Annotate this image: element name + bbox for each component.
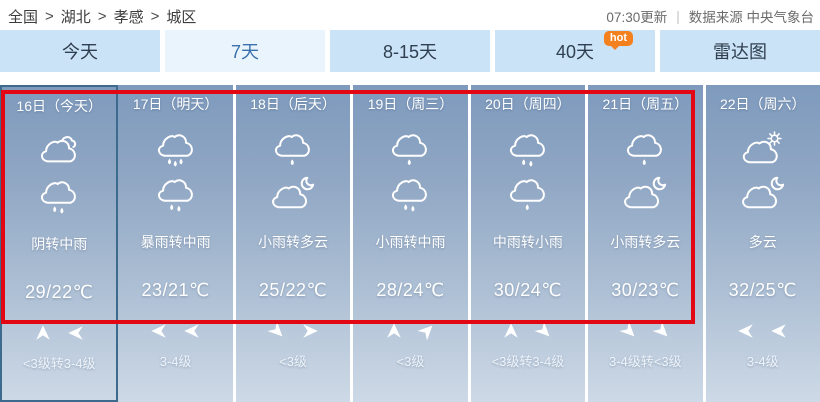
tab-7days[interactable]: 7天 [165,30,325,72]
wind-level: <3级转3-4级 [22,356,96,371]
wind-arrow-icon [532,318,557,343]
tab-radar[interactable]: 雷达图 [660,30,820,72]
weather-night-icon [387,175,433,215]
wind-arrow-icon [67,324,85,342]
wind-arrow-icon [264,318,289,343]
breadcrumb-item-province[interactable]: 湖北 [60,8,91,26]
day-label: 21日（周五） [602,96,689,112]
day-label: 22日（周六） [719,96,806,112]
weather-condition: 阴转中雨 [31,236,88,252]
temperature-range: 23/21℃ [141,280,210,300]
forecast-tabs: 今天 7天 8-15天 40天 hot 雷达图 [0,30,820,72]
weather-condition: 小雨转多云 [258,234,329,250]
weather-night-icon [740,175,786,215]
breadcrumb-item-city[interactable]: 孝感 [113,8,144,26]
wind-arrow-icon [385,322,403,340]
weather-day-icon [740,130,786,170]
wind-arrow-icon [616,318,641,343]
weather-day-icon [270,130,316,170]
wind-level: <3级 [279,354,307,369]
forecast-day-column[interactable]: 21日（周五） 小雨转多云 30/23℃ 3-4级转<3级 [588,85,706,402]
weather-condition: 多云 [748,234,777,250]
wind-arrow-icon [301,322,319,340]
day-label: 20日（周四） [485,96,571,112]
weather-night-icon [270,175,316,215]
breadcrumb-separator: > [150,7,160,25]
forecast-day-column[interactable]: 17日（明天） 暴雨转中雨 23/21℃ 3-4级 [118,85,236,402]
wind-direction-arrows [502,321,553,342]
weather-day-icon [505,130,551,170]
wind-direction-arrows [619,321,671,342]
wind-direction-arrows [385,322,436,342]
weather-condition: 小雨转多云 [610,234,681,250]
wind-direction-arrows [150,322,201,342]
wind-arrow-icon [414,318,439,343]
tab-40days-label: 40天 [555,42,595,62]
temperature-range: 28/24℃ [376,280,445,300]
wind-arrow-icon [502,322,520,340]
forecast-day-column[interactable]: 20日（周四） 中雨转小雨 30/24℃ <3级转3-4级 [471,85,589,402]
wind-level: 3-4级转<3级 [609,354,682,369]
wind-arrow-icon [150,322,168,340]
temperature-range: 30/24℃ [493,280,563,300]
weather-day-icon [153,130,199,170]
weather-day-icon [387,130,433,170]
weather-night-icon [153,175,199,215]
breadcrumb-item-national[interactable]: 全国 [8,8,39,26]
temperature-range: 30/23℃ [611,280,680,300]
breadcrumb-separator: > [97,7,107,25]
meta-divider: | [676,8,680,24]
tab-40days[interactable]: 40天 hot [495,30,655,72]
temperature-range: 29/22℃ [25,282,94,302]
temperature-range: 32/25℃ [728,280,797,300]
day-label: 18日（后天） [250,96,336,112]
update-time: 07:30更新 [606,10,668,25]
data-source: 数据来源 中央气象台 [688,10,814,25]
forecast-day-column[interactable]: 18日（后天） 小雨转多云 25/22℃ <3级 [236,85,354,402]
top-bar: 全国 > 湖北 > 孝感 > 城区 07:30更新 | 数据来源 中央气象台 [0,0,820,30]
day-label: 19日（周三） [367,96,454,112]
wind-level: <3级转3-4级 [491,354,565,369]
weather-day-icon [622,130,668,170]
weather-condition: 小雨转中雨 [375,234,446,250]
forecast-day-column[interactable]: 16日（今天） 阴转中雨 29/22℃ <3级转3-4级 [0,85,119,402]
wind-arrow-icon [34,324,52,342]
tab-today[interactable]: 今天 [0,30,160,72]
weather-condition: 暴雨转中雨 [140,234,211,250]
wind-level: 3-4级 [746,354,779,369]
weather-day-icon [36,132,82,172]
weather-night-icon [505,175,551,215]
wind-level: <3级 [396,354,425,369]
day-label: 17日（明天） [132,96,219,112]
wind-arrow-icon [770,322,788,340]
wind-direction-arrows [737,322,788,342]
breadcrumb-item-district[interactable]: 城区 [166,8,197,26]
weather-night-icon [36,177,82,217]
weather-condition: 中雨转小雨 [492,234,563,250]
temperature-range: 25/22℃ [258,280,328,300]
weather-night-icon [622,175,668,215]
breadcrumb: 全国 > 湖北 > 孝感 > 城区 [8,6,196,27]
wind-arrow-icon [183,322,201,340]
wind-arrow-icon [737,322,755,340]
hot-badge: hot [603,31,633,50]
wind-arrow-icon [649,318,674,343]
tab-8-15days[interactable]: 8-15天 [330,30,490,72]
wind-direction-arrows [34,324,85,344]
wind-direction-arrows [267,321,319,342]
breadcrumb-separator: > [45,7,54,25]
data-source-info: 07:30更新 | 数据来源 中央气象台 [606,6,814,26]
forecast-board: 16日（今天） 阴转中雨 29/22℃ <3级转3-4级 17日（明天） 暴雨转… [0,85,820,402]
forecast-day-column[interactable]: 22日（周六） 多云 32/25℃ 3-4级 [706,85,820,402]
forecast-day-column[interactable]: 19日（周三） 小雨转中雨 28/24℃ <3级 [353,85,471,402]
wind-level: 3-4级 [159,354,192,369]
day-label: 16日（今天） [16,98,102,114]
